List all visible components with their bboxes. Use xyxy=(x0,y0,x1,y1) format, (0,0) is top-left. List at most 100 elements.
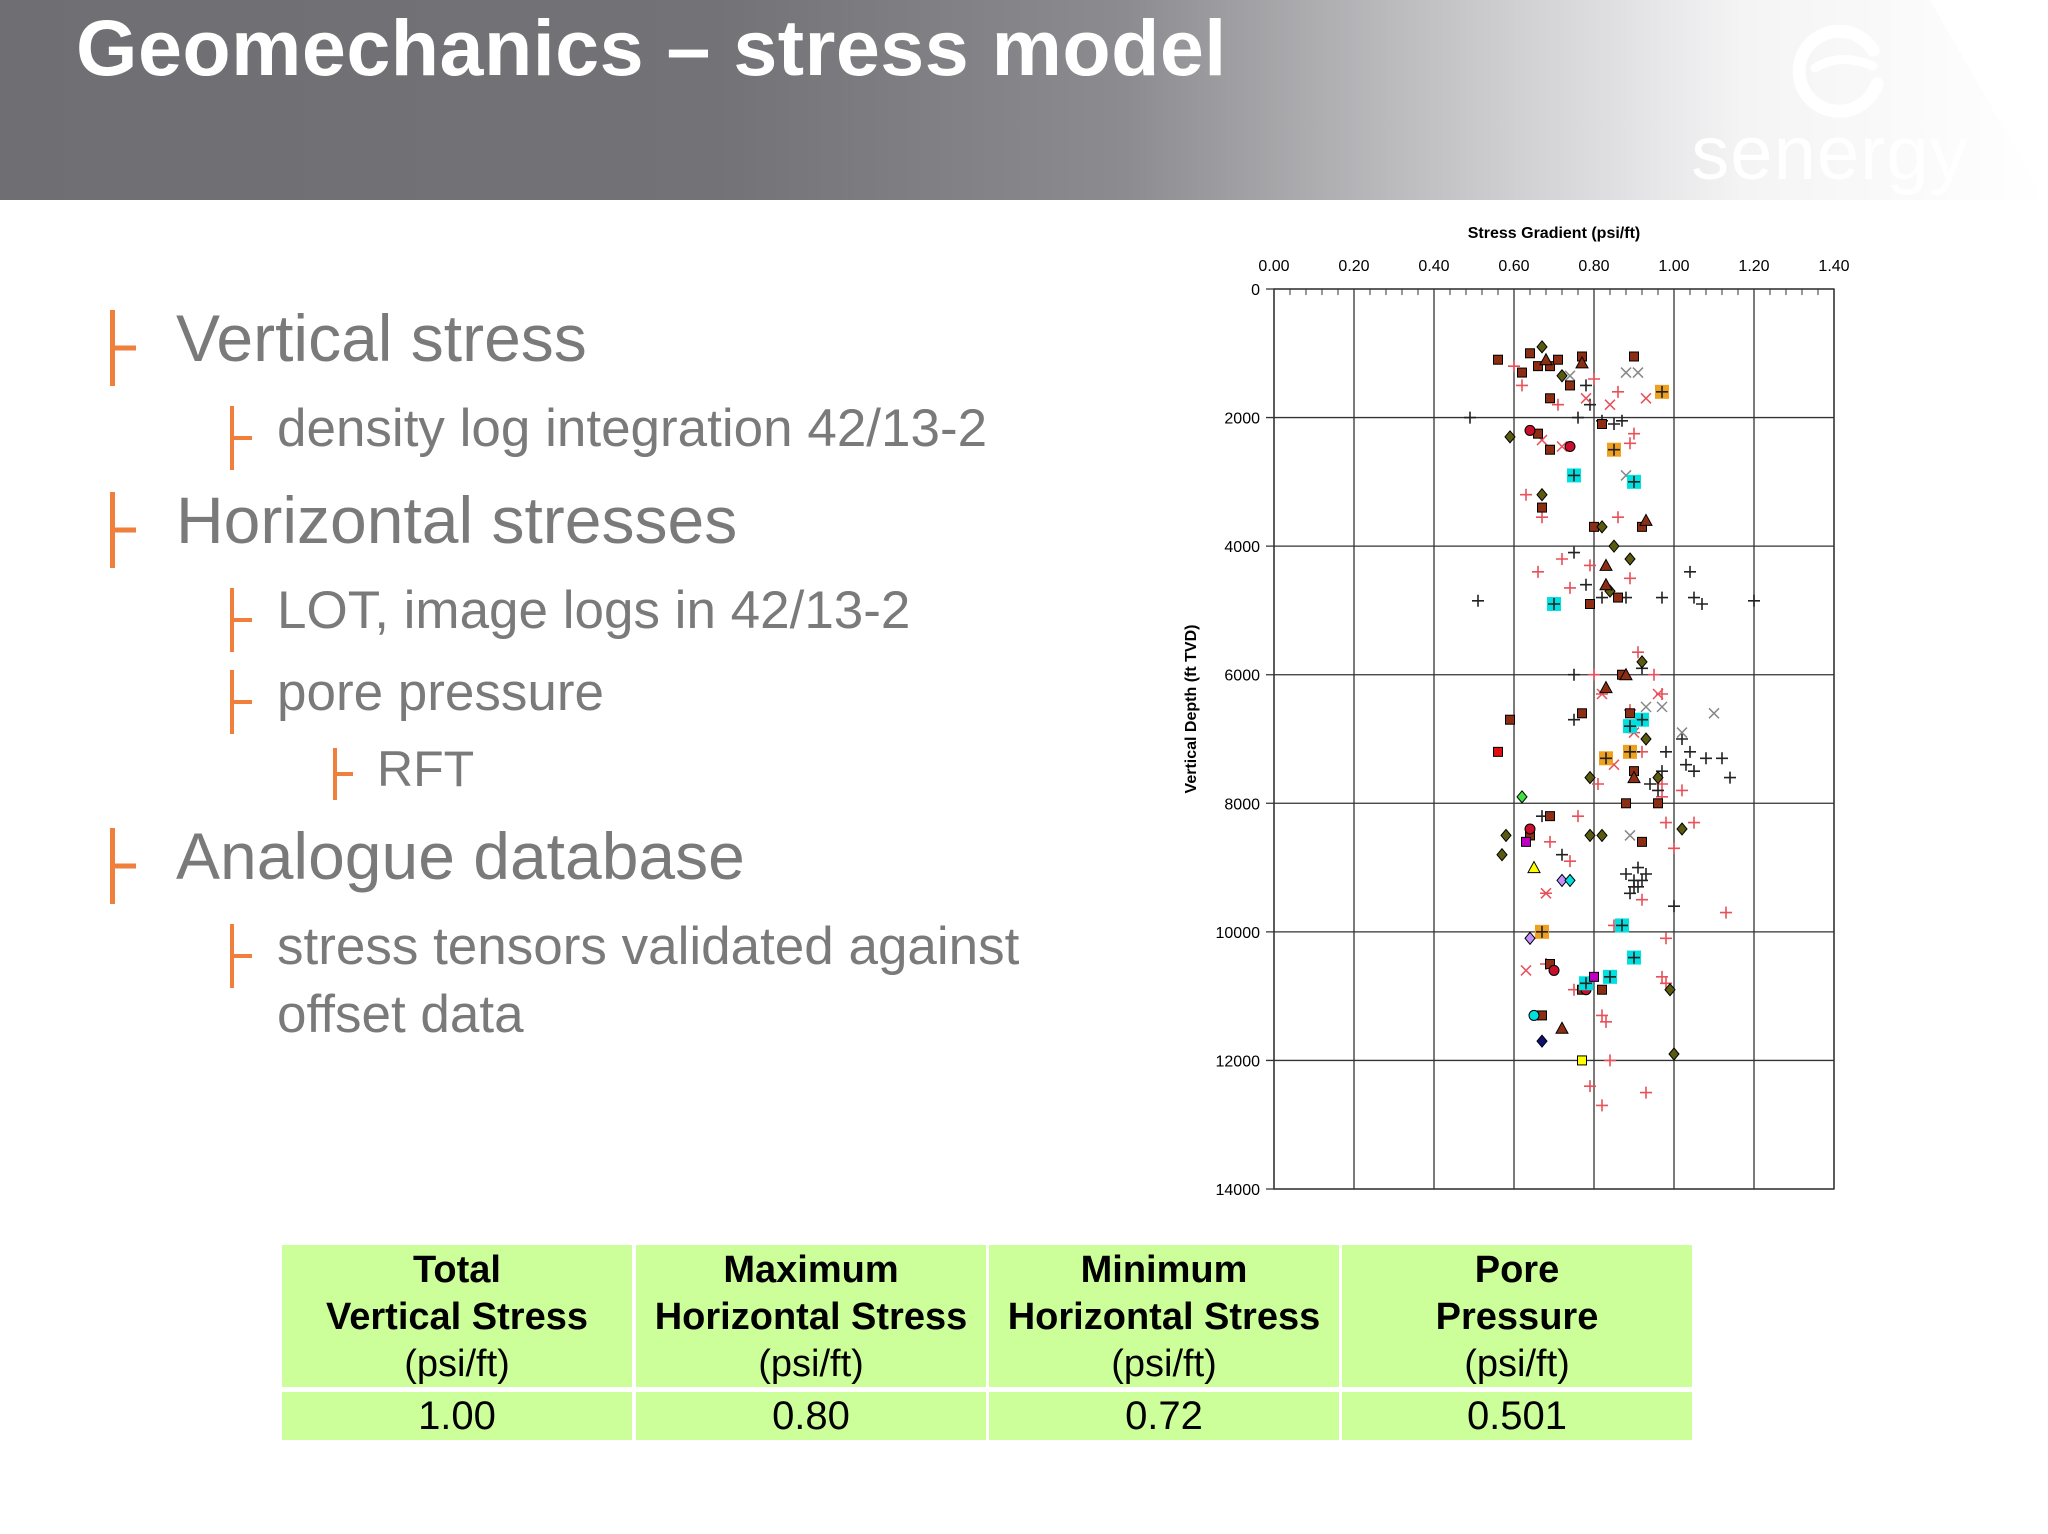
data-point xyxy=(1640,701,1652,713)
data-point xyxy=(1596,828,1608,843)
data-point xyxy=(1640,732,1652,746)
data-point xyxy=(1676,784,1688,797)
table-header-text: Total xyxy=(413,1249,501,1291)
table-header-text: Horizontal Stress xyxy=(1007,1296,1321,1338)
data-point xyxy=(1640,392,1652,404)
data-point xyxy=(1584,1080,1596,1093)
data-point xyxy=(1616,414,1628,427)
data-point xyxy=(1584,398,1596,411)
data-point xyxy=(1604,399,1616,411)
data-point xyxy=(1472,594,1484,607)
table-header-text: Maximum xyxy=(723,1249,899,1291)
data-point xyxy=(1636,874,1648,887)
bullet-marker-icon xyxy=(230,588,252,652)
data-point xyxy=(1627,950,1641,965)
bullet-text-level-2: LOT, image logs in 42/13-2 xyxy=(277,581,911,640)
bullet-list: Vertical stress density log integration 4… xyxy=(0,0,1160,1100)
y-tick-label: 0 xyxy=(1251,282,1260,299)
data-point xyxy=(1556,848,1568,861)
bullet-marker-icon xyxy=(110,828,136,904)
table-header-cell: Total Vertical Stress (psi/ft) xyxy=(282,1245,632,1387)
data-point xyxy=(1624,887,1636,900)
table-header-text: Minimum xyxy=(1080,1249,1248,1291)
data-point xyxy=(1599,558,1613,571)
data-point xyxy=(1640,868,1652,880)
data-point xyxy=(1528,1009,1540,1021)
y-tick-label: 2000 xyxy=(1224,411,1260,428)
data-point xyxy=(1652,688,1664,700)
data-point xyxy=(1505,714,1515,725)
bullet-text-level-1: Analogue database xyxy=(176,819,745,893)
data-point xyxy=(1597,419,1607,429)
data-point xyxy=(1660,816,1672,829)
data-point xyxy=(1516,790,1528,804)
data-point xyxy=(1599,577,1613,591)
stress-gradient-chart: 0.00 0.20 0.40 0.60 0.80 1.00 1.20 1.40 0 2000 400… xyxy=(1183,225,1850,1199)
x-axis-title: Stress Gradient (psi/ft) xyxy=(1468,225,1640,242)
x-tick-label: 0.00 xyxy=(1258,258,1289,275)
data-point xyxy=(1648,668,1660,681)
data-point xyxy=(1552,398,1564,411)
table-value-cell: 0.80 xyxy=(636,1392,986,1440)
data-point xyxy=(1517,367,1527,378)
data-point xyxy=(1629,351,1639,362)
data-point xyxy=(1676,727,1688,739)
data-point xyxy=(1632,861,1644,874)
data-point xyxy=(1636,655,1648,669)
bullet-marker-icon xyxy=(110,492,136,568)
data-point xyxy=(1639,513,1653,526)
data-point xyxy=(1676,733,1688,745)
data-point xyxy=(1521,836,1531,847)
table-value-cell: 1.00 xyxy=(282,1392,632,1440)
data-point xyxy=(1668,842,1680,855)
data-point xyxy=(1539,352,1553,366)
data-point xyxy=(1580,392,1592,404)
data-point xyxy=(1599,751,1613,766)
bullet-text-level-2: density log integration 42/13-2 xyxy=(277,399,988,458)
y-tick-label: 6000 xyxy=(1224,668,1260,685)
bullet-marker-icon xyxy=(230,670,252,734)
data-point xyxy=(1652,770,1664,785)
data-point xyxy=(1536,511,1548,524)
table-unit-text: (psi/ft) xyxy=(404,1343,510,1385)
data-point xyxy=(1572,810,1584,823)
plot-area xyxy=(1273,288,1835,1190)
data-point xyxy=(1748,594,1760,607)
logo-wordmark: senergy xyxy=(1691,111,1969,196)
data-point xyxy=(1524,424,1536,436)
data-point xyxy=(1708,707,1720,719)
data-point xyxy=(1620,367,1632,379)
table-header-text: Pore xyxy=(1474,1249,1560,1291)
data-point xyxy=(1628,427,1640,440)
x-tick-label: 0.80 xyxy=(1578,258,1609,275)
bullet-text-level-1: Horizontal stresses xyxy=(176,483,738,557)
y-tick-label: 12000 xyxy=(1216,1053,1261,1070)
data-point xyxy=(1545,444,1555,455)
data-point xyxy=(1564,441,1576,452)
data-point xyxy=(1535,924,1549,939)
data-point xyxy=(1620,868,1632,880)
data-point xyxy=(1547,597,1561,611)
data-point xyxy=(1608,539,1620,553)
stress-table: Total Vertical Stress (psi/ft) 1.00 Maximum H… xyxy=(282,1245,1692,1441)
x-tick-label: 0.40 xyxy=(1418,258,1449,275)
data-point xyxy=(1660,932,1672,945)
data-point xyxy=(1544,835,1556,848)
data-point xyxy=(1524,931,1536,946)
data-point xyxy=(1555,1021,1569,1034)
data-point xyxy=(1724,771,1736,784)
data-point xyxy=(1496,847,1508,862)
data-point xyxy=(1700,752,1712,765)
data-point xyxy=(1556,440,1568,453)
data-point xyxy=(1577,708,1587,719)
data-point xyxy=(1564,581,1576,594)
data-point xyxy=(1596,520,1608,534)
x-tick-label: 1.20 xyxy=(1738,258,1769,275)
data-point xyxy=(1597,984,1607,995)
data-point xyxy=(1621,798,1631,809)
senergy-swoosh-icon xyxy=(1792,24,1884,118)
data-point xyxy=(1635,712,1649,727)
slide-title: Geomechanics – stress model xyxy=(76,3,1227,92)
table-header-text: Vertical Stress xyxy=(326,1296,588,1338)
data-point xyxy=(1632,367,1644,379)
